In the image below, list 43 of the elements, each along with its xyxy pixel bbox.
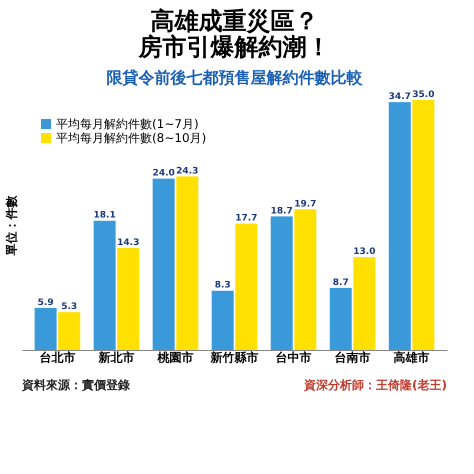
legend-label: 平均每月解約件數(8~10月)	[56, 131, 206, 145]
data-label: 8.7	[332, 278, 349, 288]
x-tick-label: 新北市	[97, 350, 134, 364]
data-label: 18.7	[270, 206, 293, 216]
data-label: 34.7	[388, 92, 411, 102]
bar	[294, 209, 316, 350]
data-label: 35.0	[412, 90, 434, 100]
x-tick-label: 新竹縣市	[210, 350, 258, 364]
legend-label: 平均每月解約件數(1~7月)	[56, 117, 199, 131]
x-tick-label: 高雄市	[394, 350, 430, 364]
bar	[270, 216, 293, 350]
bar	[235, 224, 258, 350]
data-label: 24.0	[152, 168, 175, 179]
data-label: 19.7	[294, 199, 316, 210]
bar	[330, 288, 352, 350]
bar	[388, 102, 411, 350]
bar	[212, 290, 234, 350]
bar	[152, 178, 175, 350]
text: 房市引爆解約潮！	[138, 33, 330, 61]
x-tick-label: 桃園市	[156, 350, 194, 364]
x-tick-label: 台南市	[334, 350, 371, 364]
data-label: 18.1	[94, 210, 116, 221]
data-label: 5.3	[61, 302, 78, 312]
data-label: 24.3	[176, 166, 198, 176]
data-label: 8.3	[214, 280, 231, 291]
text: 高雄成重災區？	[150, 7, 318, 35]
bar	[176, 176, 198, 350]
x-tick-label: 台北市	[39, 350, 76, 364]
data-label: 13.0	[353, 247, 376, 258]
bar	[412, 100, 434, 350]
x-tick-label: 台中市	[276, 350, 312, 364]
bar	[58, 312, 80, 350]
data-label: 5.9	[38, 298, 54, 308]
data-label: 17.7	[235, 214, 258, 224]
y-axis-title: 單位：件數	[4, 194, 18, 256]
data-label: 14.3	[117, 238, 140, 248]
bar	[94, 220, 116, 350]
bar	[353, 257, 376, 350]
bar	[117, 248, 140, 350]
text: 資深分析師：王倚隆(老王)	[303, 378, 447, 392]
source-note: 資料來源：實價登錄	[21, 378, 130, 392]
bar	[34, 308, 57, 350]
chart-subtitle: 限貸令前後七都預售屋解約件數比較	[106, 68, 364, 87]
